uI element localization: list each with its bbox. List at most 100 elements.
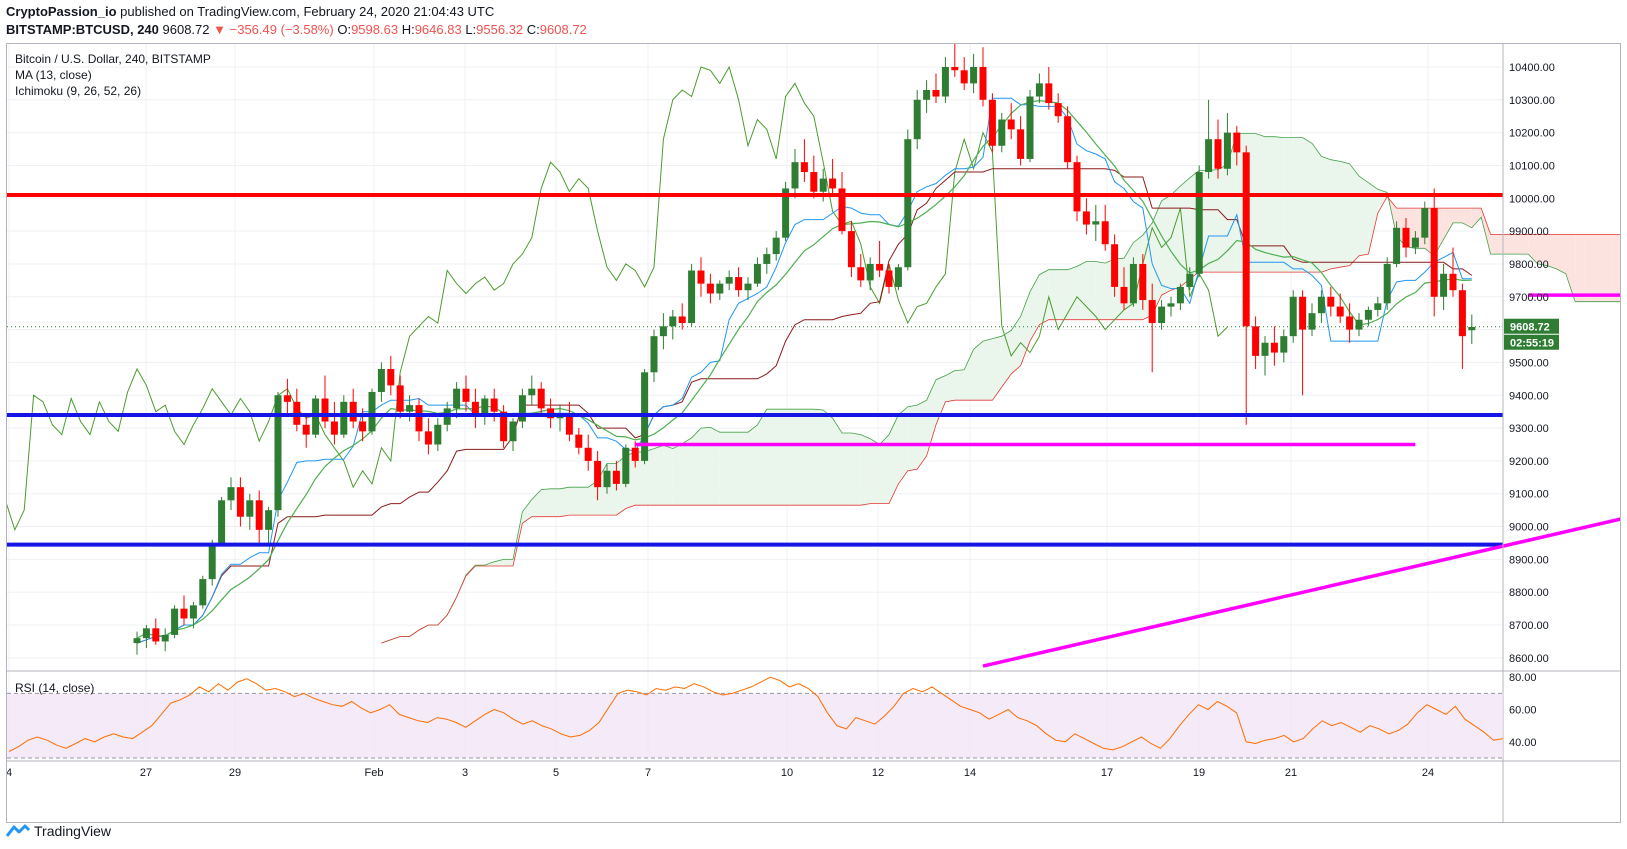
candle-body[interactable]	[283, 395, 291, 402]
candle-body[interactable]	[1280, 336, 1288, 353]
legend-rsi[interactable]: RSI (14, close)	[15, 681, 94, 695]
candle-body[interactable]	[1054, 103, 1062, 117]
candle-body[interactable]	[302, 424, 310, 435]
candle-body[interactable]	[1195, 172, 1203, 274]
candle-body[interactable]	[678, 316, 686, 324]
candle-body[interactable]	[1336, 306, 1344, 317]
candle-body[interactable]	[1299, 296, 1307, 330]
candle-body[interactable]	[1364, 309, 1372, 320]
candle-body[interactable]	[330, 421, 338, 435]
candle-body[interactable]	[782, 188, 790, 238]
candle-body[interactable]	[161, 634, 169, 642]
candle-body[interactable]	[1035, 83, 1043, 97]
candle-body[interactable]	[979, 66, 987, 100]
candle-body[interactable]	[1393, 227, 1401, 264]
candle-body[interactable]	[171, 608, 179, 635]
candle-body[interactable]	[659, 326, 667, 337]
candle-body[interactable]	[772, 237, 780, 255]
candle-body[interactable]	[218, 500, 226, 543]
candle-body[interactable]	[1082, 211, 1090, 225]
candle-body[interactable]	[180, 608, 188, 619]
tradingview-footer[interactable]: TradingView	[6, 823, 111, 839]
candle-body[interactable]	[1383, 263, 1391, 304]
candle-body[interactable]	[1317, 296, 1325, 314]
candle-body[interactable]	[349, 401, 357, 422]
candle-body[interactable]	[951, 66, 959, 71]
candle-body[interactable]	[866, 263, 874, 281]
candle-body[interactable]	[716, 283, 724, 294]
candle-body[interactable]	[340, 401, 348, 435]
candle-body[interactable]	[424, 431, 432, 445]
candle-body[interactable]	[970, 66, 978, 84]
candle-body[interactable]	[998, 119, 1006, 146]
candle-body[interactable]	[810, 172, 818, 192]
candle-body[interactable]	[612, 470, 620, 484]
candle-body[interactable]	[1289, 296, 1297, 337]
candle-body[interactable]	[537, 388, 545, 409]
candle-body[interactable]	[406, 405, 414, 412]
candle-body[interactable]	[1205, 139, 1213, 173]
candle-body[interactable]	[753, 263, 761, 284]
candle-body[interactable]	[274, 395, 282, 511]
legend-ma[interactable]: MA (13, close)	[15, 68, 92, 82]
candle-body[interactable]	[725, 277, 733, 284]
candle-body[interactable]	[735, 277, 743, 291]
author-name[interactable]: CryptoPassion_io	[6, 4, 117, 19]
candle-body[interactable]	[904, 139, 912, 268]
candle-body[interactable]	[1064, 116, 1072, 163]
candle-body[interactable]	[359, 421, 367, 432]
candle-body[interactable]	[763, 254, 771, 264]
candle-body[interactable]	[1073, 162, 1081, 212]
candle-body[interactable]	[246, 500, 254, 517]
candle-body[interactable]	[1148, 300, 1156, 324]
candle-body[interactable]	[829, 178, 837, 189]
candle-body[interactable]	[988, 99, 996, 146]
candle-body[interactable]	[1214, 139, 1222, 169]
candle-body[interactable]	[1421, 208, 1429, 238]
candle-body[interactable]	[152, 628, 160, 642]
candle-body[interactable]	[1007, 119, 1015, 130]
candle-body[interactable]	[584, 447, 592, 461]
candle-body[interactable]	[1186, 273, 1194, 287]
candle-body[interactable]	[1411, 237, 1419, 248]
candle-body[interactable]	[594, 460, 602, 488]
price-chart[interactable]: 40.00 60.00 80.00 8600.00 8700.00 8800.00 890…	[7, 44, 1620, 822]
candle-body[interactable]	[1111, 244, 1119, 287]
candle-body[interactable]	[857, 267, 865, 281]
candle-body[interactable]	[1327, 296, 1335, 307]
candle-body[interactable]	[265, 510, 273, 530]
candle-body[interactable]	[368, 391, 376, 432]
candle-body[interactable]	[377, 368, 385, 392]
candle-body[interactable]	[415, 405, 423, 432]
candle-body[interactable]	[622, 447, 630, 484]
candle-body[interactable]	[1223, 132, 1231, 169]
candle-body[interactable]	[1346, 316, 1354, 330]
candle-body[interactable]	[255, 500, 263, 530]
candle-body[interactable]	[1355, 319, 1363, 330]
candle-body[interactable]	[876, 263, 884, 271]
candle-body[interactable]	[500, 411, 508, 442]
candle-body[interactable]	[1139, 263, 1147, 301]
candle-body[interactable]	[133, 638, 141, 644]
candle-body[interactable]	[471, 401, 479, 415]
candle-body[interactable]	[1458, 290, 1466, 337]
candle-body[interactable]	[575, 434, 583, 448]
candle-body[interactable]	[387, 368, 395, 386]
candle-body[interactable]	[1468, 326, 1476, 331]
candle-body[interactable]	[1101, 221, 1109, 245]
candle-body[interactable]	[1242, 152, 1250, 327]
candle-body[interactable]	[932, 89, 940, 97]
candle-body[interactable]	[913, 99, 921, 140]
candle-body[interactable]	[1045, 83, 1053, 104]
candle-body[interactable]	[791, 162, 799, 189]
candle-body[interactable]	[189, 605, 197, 619]
candle-body[interactable]	[923, 89, 931, 100]
candle-body[interactable]	[518, 395, 526, 422]
legend-ichimoku[interactable]: Ichimoku (9, 26, 52, 26)	[15, 84, 141, 98]
candle-body[interactable]	[706, 283, 714, 294]
candle-body[interactable]	[565, 414, 573, 435]
candle-body[interactable]	[631, 447, 639, 461]
candle-body[interactable]	[142, 628, 150, 639]
candle-body[interactable]	[1374, 303, 1382, 310]
candle-body[interactable]	[1430, 208, 1438, 297]
